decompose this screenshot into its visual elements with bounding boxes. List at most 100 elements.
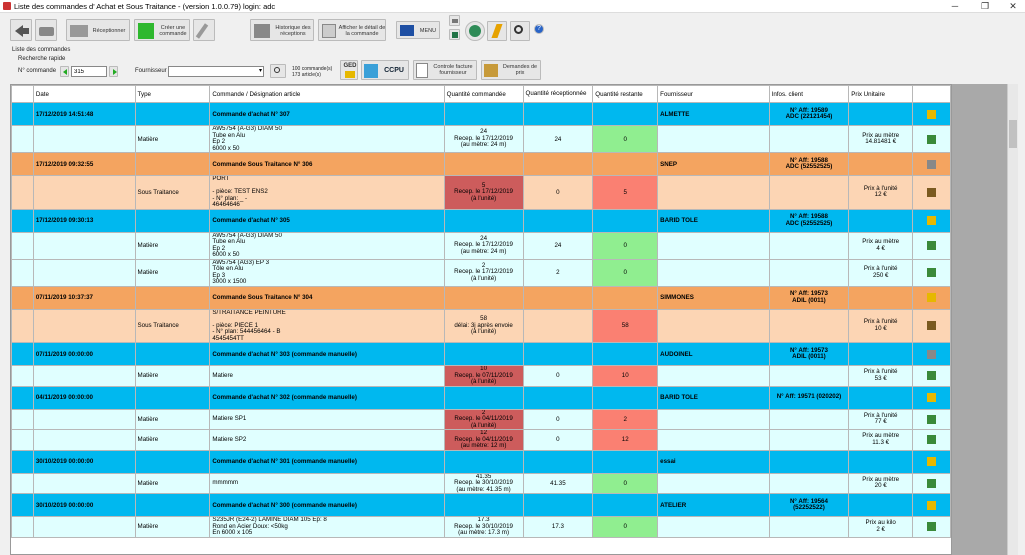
row-selector[interactable] [11,308,34,343]
row-action-cell[interactable] [912,175,951,210]
order-line-row[interactable]: Matière S235JR (E24-2) LAMINE DIAM 105 Ep… [11,516,951,538]
folder-icon[interactable] [927,500,937,510]
order-line-row[interactable]: Sous Traitance PORT - pièce: TEST ENS2- N°… [11,175,951,210]
row-action-cell[interactable] [912,429,951,451]
printer-icon[interactable] [927,159,937,169]
printer-icon[interactable] [927,349,937,359]
order-header-row[interactable]: 30/10/2019 00:00:00 Commande d'achat N° 3… [11,493,951,517]
order-line-row[interactable]: Matière mmmmm 41.35 Recep. le 30/10/2019 (au… [11,472,951,494]
row-action-cell[interactable] [912,125,951,153]
boxes-icon[interactable] [927,435,937,445]
row-selector[interactable] [11,285,34,310]
ccpu-button[interactable]: CCPU [361,60,409,80]
vertical-scrollbar[interactable] [1007,84,1018,555]
row-selector[interactable] [11,429,34,451]
boxes-icon[interactable] [927,134,937,144]
row-selector[interactable] [11,493,34,517]
boxes-icon[interactable] [927,522,937,532]
folder-icon[interactable] [927,393,937,402]
boxes-icon[interactable] [927,414,937,424]
row-action-cell[interactable] [912,258,951,287]
supplier-select[interactable]: ▾ [168,66,264,77]
order-line-row[interactable]: Matière Matiere 10 Recep. le 07/11/2019 (à l… [11,365,951,387]
order-header-row[interactable]: 30/10/2019 00:00:00 Commande d'achat N° 3… [11,449,951,474]
next-order-button[interactable] [109,66,118,77]
create-order-button[interactable]: Créer une commande [134,19,190,41]
boxes-icon[interactable] [927,371,937,381]
row-selector[interactable] [11,472,34,494]
edit-button[interactable] [193,19,215,41]
historique-button[interactable]: Historique des réceptions [250,19,314,41]
prev-order-button[interactable] [60,66,69,77]
column-header-1[interactable]: Type [134,85,211,103]
close-button[interactable]: ✕ [1009,1,1017,11]
order-header-row[interactable]: 17/12/2019 14:51:48 Commande d'achat N° 3… [11,102,951,126]
order-header-row[interactable]: 17/12/2019 09:32:55 Commande Sous Traitan… [11,152,951,176]
boxes-icon[interactable] [927,268,937,277]
folder-icon[interactable] [927,293,937,302]
order-number-input[interactable] [71,66,107,77]
row-selector[interactable] [11,365,34,387]
row-selector[interactable] [11,408,34,430]
afficher-detail-button[interactable]: Afficher le détail de la commande [318,19,386,41]
menu-button[interactable]: MENU [396,21,440,39]
back-button[interactable] [10,19,32,41]
order-line-row[interactable]: Matière Matiere SP1 2 Recep. le 04/11/2019(… [11,408,951,430]
row-action-cell[interactable] [912,285,951,310]
row-selector[interactable] [11,342,34,366]
ged-button[interactable]: GED [340,60,358,80]
column-header-6[interactable]: Fournisseur [657,85,770,103]
search-button[interactable] [270,64,286,78]
column-header-0[interactable]: Date [32,85,136,103]
row-action-cell[interactable] [912,208,951,233]
folder-icon[interactable] [927,457,937,466]
row-selector[interactable] [11,516,34,538]
order-line-row[interactable]: Matière AW5754 (A-G3) DIAM 50 Tube en Alu E… [11,125,951,153]
row-action-cell[interactable] [912,449,951,474]
globe-button[interactable] [465,21,485,41]
folder-icon[interactable] [927,216,937,225]
excel-button[interactable] [449,29,460,40]
row-action-cell[interactable] [912,231,951,260]
row-selector[interactable] [11,152,34,176]
order-header-row[interactable]: 07/11/2019 10:37:37 Commande Sous Traitan… [11,285,951,310]
row-action-cell[interactable] [912,408,951,430]
search-toolbar-button[interactable] [510,21,530,41]
row-action-cell[interactable] [912,516,951,538]
row-action-cell[interactable] [912,152,951,176]
order-header-row[interactable]: 07/11/2019 00:00:00 Commande d'achat N° 3… [11,342,951,366]
truck-icon[interactable] [927,187,937,197]
receptionner-button[interactable]: Réceptionner [66,19,130,41]
controle-facture-button[interactable]: Controle facture fournisseur [413,60,477,80]
row-selector[interactable] [11,231,34,260]
maximize-button[interactable]: ❐ [980,1,990,11]
folder-icon[interactable] [927,109,937,119]
print-button[interactable] [35,19,57,41]
row-selector[interactable] [11,125,34,153]
row-selector[interactable] [11,449,34,474]
row-selector[interactable] [11,102,34,126]
order-line-row[interactable]: Matière Matiere SP2 12 Recep. le 04/11/2019… [11,429,951,451]
row-action-cell[interactable] [912,102,951,126]
column-header-9[interactable] [912,85,951,103]
row-selector[interactable] [11,208,34,233]
scrollbar-thumb[interactable] [1009,120,1017,148]
boxes-icon[interactable] [927,478,937,488]
small-print-button[interactable] [449,15,460,26]
column-header-5[interactable]: Quantité restante [592,85,659,103]
row-selector[interactable] [11,385,34,410]
row-selector[interactable] [11,258,34,287]
column-header-7[interactable]: Infos. client [768,85,850,103]
order-header-row[interactable]: 17/12/2019 09:30:13 Commande d'achat N° 3… [11,208,951,233]
row-action-cell[interactable] [912,493,951,517]
boxes-icon[interactable] [927,241,937,250]
truck-icon[interactable] [927,321,937,331]
column-header-8[interactable]: Prix Unitaire [848,85,914,103]
column-header-2[interactable]: Commande / Désignation article [209,85,445,103]
order-header-row[interactable]: 04/11/2019 00:00:00 Commande d'achat N° 3… [11,385,951,410]
row-action-cell[interactable] [912,385,951,410]
order-line-row[interactable]: Sous Traitance S/TRAITANCE PEINTURE - pièc… [11,308,951,343]
column-header-3[interactable]: Quantité commandée [443,85,524,103]
row-action-cell[interactable] [912,365,951,387]
